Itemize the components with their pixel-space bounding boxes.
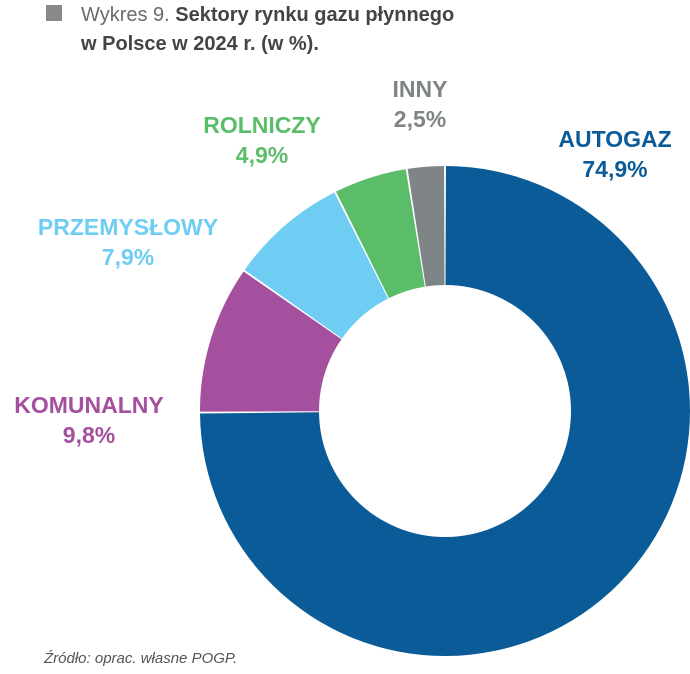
donut-slice-komunalny bbox=[199, 271, 342, 412]
slice-label-rolniczy-name: ROLNICZY bbox=[203, 112, 321, 138]
slice-label-inny-value: 2,5% bbox=[393, 106, 447, 132]
slice-label-komunalny-value: 9,8% bbox=[62, 422, 116, 448]
donut-slice-autogaz bbox=[200, 166, 690, 656]
slice-label-inny: INNY 2,5% bbox=[370, 74, 470, 134]
chart-title-line1: Wykres 9. Sektory rynku gazu płynnego bbox=[81, 2, 454, 29]
title-marker-square bbox=[46, 5, 62, 21]
donut-slice-przemysłowy bbox=[244, 192, 389, 339]
slice-label-przemyslowy: PRZEMYSŁOWY 7,9% bbox=[18, 212, 238, 272]
donut-slices bbox=[199, 166, 690, 656]
slice-label-rolniczy: ROLNICZY 4,9% bbox=[182, 110, 342, 170]
slice-label-przemyslowy-name: PRZEMYSŁOWY bbox=[37, 214, 219, 240]
chart-title-prefix: Wykres 9. bbox=[81, 4, 176, 26]
slice-label-przemyslowy-value: 7,9% bbox=[101, 244, 155, 270]
chart-title-bold-line1: Sektory rynku gazu płynnego bbox=[175, 4, 455, 26]
chart-title-bold-line2: w Polsce w 2024 r. (w %). bbox=[81, 33, 319, 55]
slice-label-autogaz-value: 74,9% bbox=[582, 156, 648, 182]
slice-label-rolniczy-value: 4,9% bbox=[235, 142, 289, 168]
donut-slice-inny bbox=[407, 166, 445, 287]
chart-source-note: Źródło: oprac. własne POGP. bbox=[44, 650, 238, 667]
slice-label-inny-name: INNY bbox=[392, 76, 448, 102]
slice-label-komunalny-name: KOMUNALNY bbox=[14, 392, 164, 418]
slice-label-autogaz: AUTOGAZ 74,9% bbox=[540, 124, 690, 184]
slice-label-autogaz-name: AUTOGAZ bbox=[558, 126, 672, 152]
slice-label-komunalny: KOMUNALNY 9,8% bbox=[0, 390, 178, 450]
donut-slice-rolniczy bbox=[336, 169, 425, 299]
